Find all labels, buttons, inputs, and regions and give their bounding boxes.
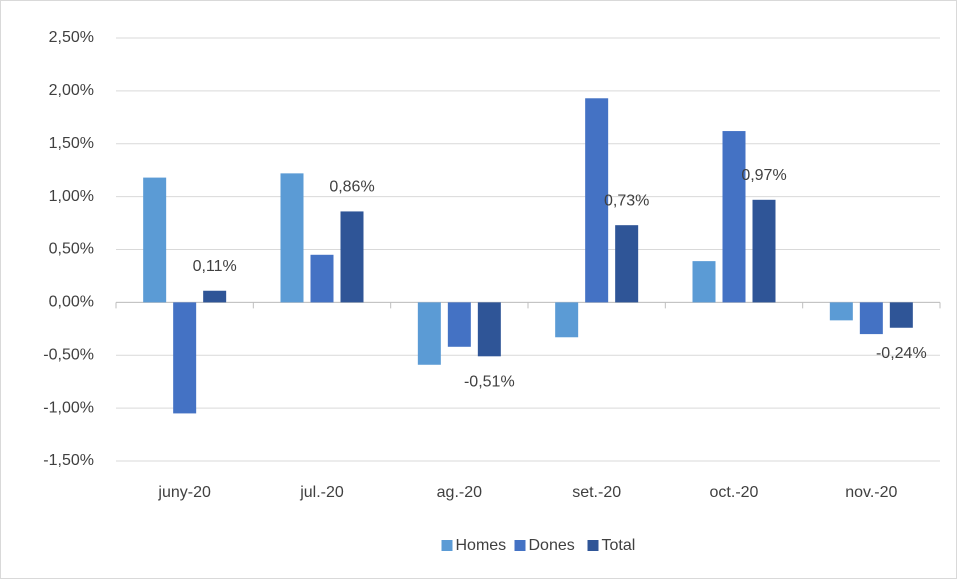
bar xyxy=(477,302,501,357)
legend-swatch xyxy=(441,540,453,551)
y-tick-label: 0,50% xyxy=(49,241,94,258)
legend-label: Total xyxy=(602,537,636,554)
data-label: 0,97% xyxy=(741,167,786,184)
y-tick-label: 1,50% xyxy=(49,135,94,152)
y-tick-label: 2,50% xyxy=(49,29,94,46)
x-tick-label: juny-20 xyxy=(157,484,211,501)
bar xyxy=(310,254,334,303)
x-tick-label: ag.-20 xyxy=(437,484,482,501)
legend-swatch xyxy=(514,540,526,551)
data-label: 0,86% xyxy=(329,179,374,196)
bar xyxy=(889,302,913,328)
x-tick-label: set.-20 xyxy=(572,484,621,501)
x-tick-label: oct.-20 xyxy=(710,484,759,501)
legend-swatch xyxy=(587,540,599,551)
bar xyxy=(417,302,441,365)
legend-label: Dones xyxy=(529,537,575,554)
data-label: 0,73% xyxy=(604,192,649,209)
bar xyxy=(692,261,716,303)
bar xyxy=(585,98,609,303)
legend-label: Homes xyxy=(456,537,507,554)
bar xyxy=(859,302,883,335)
bar xyxy=(280,173,304,303)
y-tick-label: -0,50% xyxy=(43,346,94,363)
y-tick-label: 1,00% xyxy=(49,188,94,205)
y-tick-label: 2,00% xyxy=(49,82,94,99)
bar xyxy=(722,131,746,303)
bar xyxy=(555,302,579,338)
x-tick-label: nov.-20 xyxy=(845,484,897,501)
x-tick-label: jul.-20 xyxy=(299,484,344,501)
y-tick-label: 0,00% xyxy=(49,294,94,311)
bar xyxy=(173,302,197,414)
bar xyxy=(203,290,227,303)
y-tick-label: -1,50% xyxy=(43,452,94,469)
bar xyxy=(752,199,776,303)
bar xyxy=(615,225,639,303)
bar xyxy=(829,302,853,321)
data-label: -0,24% xyxy=(876,345,927,362)
data-label: 0,11% xyxy=(193,258,237,275)
bar xyxy=(340,211,364,303)
data-label: -0,51% xyxy=(464,374,515,391)
bar xyxy=(143,177,167,303)
y-tick-label: -1,00% xyxy=(43,399,94,416)
bar xyxy=(447,302,471,347)
